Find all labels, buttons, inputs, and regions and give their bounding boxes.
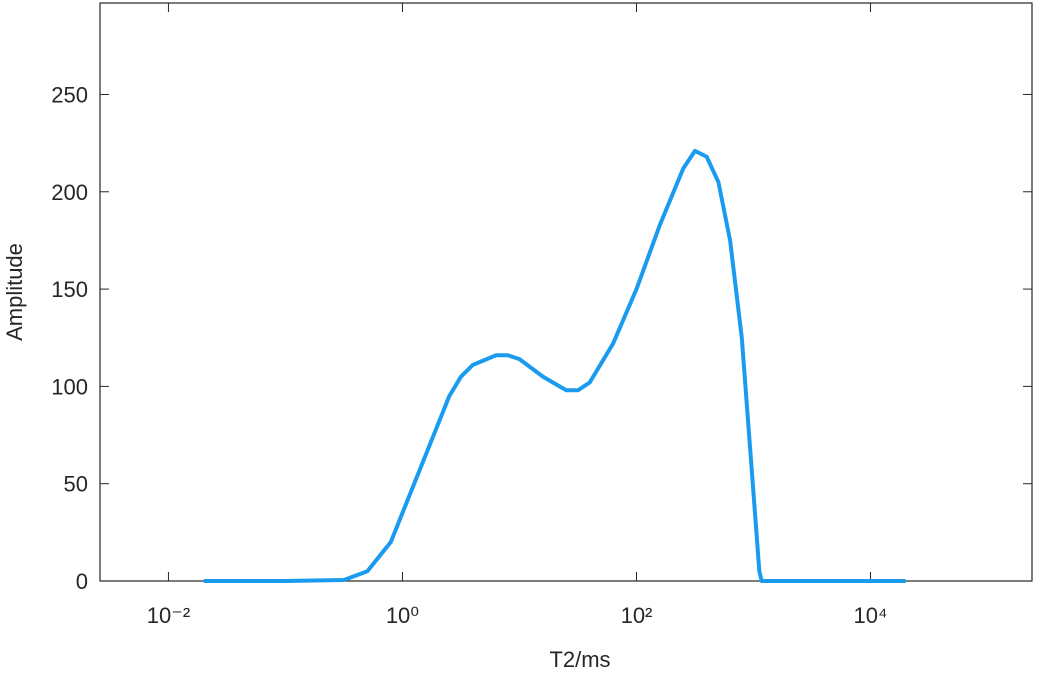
x-axis-label: T2/ms [549, 647, 610, 672]
y-axis-label: Amplitude [2, 243, 27, 341]
y-tick-label: 150 [51, 277, 88, 302]
y-tick-label: 250 [51, 82, 88, 107]
x-tick-label: 10⁰ [386, 603, 419, 628]
x-tick-label: 10⁴ [854, 603, 888, 628]
plot-frame [99, 2, 1033, 582]
y-tick-label: 50 [64, 472, 88, 497]
data-line [203, 148, 906, 583]
y-tick-label: 200 [51, 180, 88, 205]
x-tick-label: 10⁻² [147, 603, 190, 628]
y-tick-label: 0 [76, 569, 88, 594]
y-tick-label: 100 [51, 374, 88, 399]
x-tick-label: 10² [621, 603, 653, 628]
